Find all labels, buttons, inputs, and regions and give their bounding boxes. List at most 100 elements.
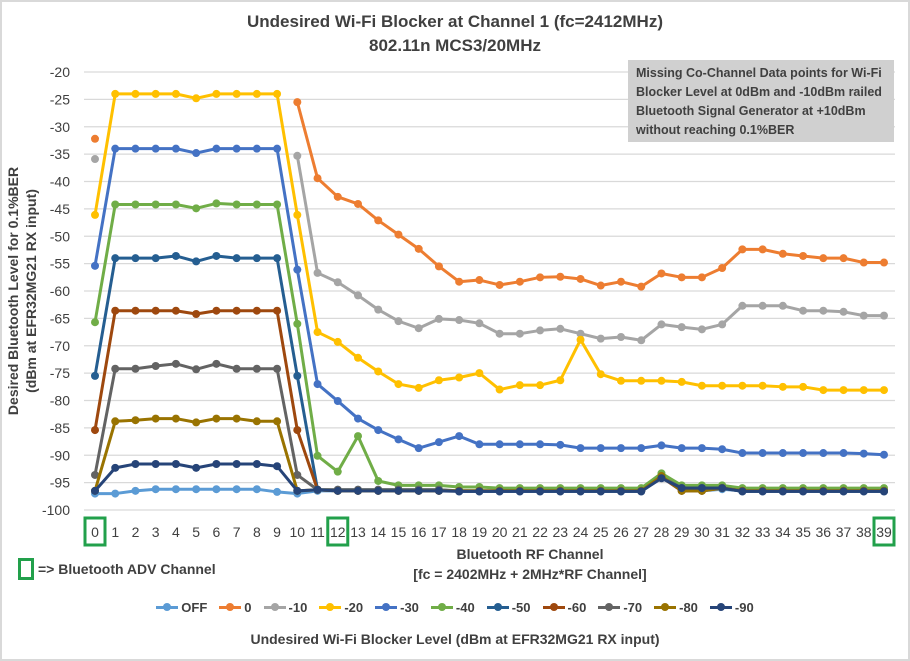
- data-point: [738, 301, 747, 310]
- series-OFF: [91, 473, 888, 498]
- data-point: [171, 485, 180, 494]
- data-point: [677, 484, 686, 493]
- data-point: [192, 257, 201, 266]
- legend-marker-icon: [542, 603, 565, 611]
- x-tick-label: 12: [330, 524, 346, 540]
- data-point: [354, 291, 362, 300]
- data-point: [374, 486, 383, 495]
- legend-label: -30: [400, 600, 419, 615]
- legend-marker-icon: [156, 603, 179, 611]
- legend-label: -20: [344, 600, 364, 615]
- data-point: [556, 440, 565, 449]
- data-point: [556, 487, 565, 496]
- data-point: [252, 485, 261, 494]
- data-point: [232, 485, 241, 494]
- data-point: [111, 417, 120, 426]
- data-point: [131, 460, 140, 469]
- data-point: [536, 273, 545, 282]
- data-point: [495, 385, 504, 394]
- data-point: [434, 314, 443, 323]
- data-point: [131, 486, 140, 495]
- y-tick-label: -40: [50, 174, 70, 190]
- data-point: [151, 414, 160, 423]
- data-point: [374, 305, 383, 314]
- legend-label: -80: [679, 600, 698, 615]
- legend-item: OFF: [156, 600, 207, 615]
- y-tick-label: -50: [50, 228, 70, 244]
- data-point: [252, 144, 261, 153]
- data-point: [596, 370, 605, 379]
- data-point: [111, 254, 120, 263]
- data-point: [313, 380, 322, 389]
- data-point: [718, 381, 727, 390]
- data-point: [637, 444, 646, 453]
- data-point: [576, 444, 585, 453]
- y-axis-label-units: (dBm at EFR32MG21 RX input): [23, 189, 39, 393]
- x-tick-label: 27: [633, 524, 649, 540]
- data-point: [131, 364, 140, 373]
- data-point: [637, 282, 646, 291]
- legend-item: -50: [486, 600, 531, 615]
- data-point: [394, 230, 403, 239]
- data-point: [677, 273, 686, 282]
- legend-label: -50: [511, 600, 531, 615]
- data-point: [333, 486, 342, 495]
- series-line: [93, 147, 885, 457]
- gridlines: [84, 71, 895, 511]
- x-tick-label: 34: [775, 524, 791, 540]
- data-point: [171, 306, 180, 315]
- x-tick-label: 8: [253, 524, 261, 540]
- data-point: [252, 364, 261, 373]
- data-point: [434, 262, 443, 271]
- data-point: [273, 306, 282, 315]
- data-point: [758, 449, 767, 458]
- data-point: [273, 89, 282, 98]
- data-point: [475, 319, 484, 328]
- adv-channel-box-icon: [18, 558, 34, 580]
- data-point: [617, 376, 625, 385]
- data-point: [131, 144, 140, 153]
- legend-marker-icon: [319, 603, 342, 611]
- data-point: [799, 487, 808, 496]
- data-point: [697, 484, 706, 493]
- data-point: [697, 325, 706, 334]
- data-point: [799, 449, 808, 458]
- y-tick-label: -45: [50, 201, 70, 217]
- data-point: [414, 486, 423, 495]
- data-point: [111, 200, 120, 209]
- data-point: [171, 251, 180, 260]
- data-point: [738, 381, 747, 390]
- legend-label: -90: [734, 600, 754, 615]
- data-point: [434, 486, 443, 495]
- data-point: [657, 269, 666, 278]
- x-tick-label: 25: [593, 524, 609, 540]
- x-tick-label: 16: [411, 524, 427, 540]
- data-point: [151, 254, 160, 263]
- data-point: [171, 144, 180, 153]
- legend-marker-icon: [598, 603, 621, 611]
- data-point: [91, 210, 99, 219]
- data-point: [475, 487, 484, 496]
- chart-subtitle: 802.11n MCS3/20MHz: [369, 36, 541, 55]
- data-point: [839, 386, 848, 395]
- data-point: [111, 89, 120, 98]
- x-tick-label: 33: [755, 524, 771, 540]
- x-tick-label: 21: [512, 524, 528, 540]
- data-point: [515, 329, 524, 338]
- data-point: [758, 301, 767, 310]
- data-point: [556, 376, 565, 385]
- y-tick-label: -60: [50, 283, 70, 299]
- data-point: [273, 364, 282, 373]
- legend-item: -70: [598, 600, 642, 615]
- data-point: [91, 134, 99, 143]
- data-point: [819, 449, 828, 458]
- legend-label: -60: [567, 600, 587, 615]
- data-point: [859, 386, 868, 395]
- x-tick-label: 30: [694, 524, 710, 540]
- data-point: [293, 426, 302, 435]
- legend-item: -60: [542, 600, 587, 615]
- series--90: [91, 460, 888, 496]
- y-tick-label: -90: [50, 447, 70, 463]
- data-point: [293, 319, 302, 328]
- data-point: [859, 311, 868, 320]
